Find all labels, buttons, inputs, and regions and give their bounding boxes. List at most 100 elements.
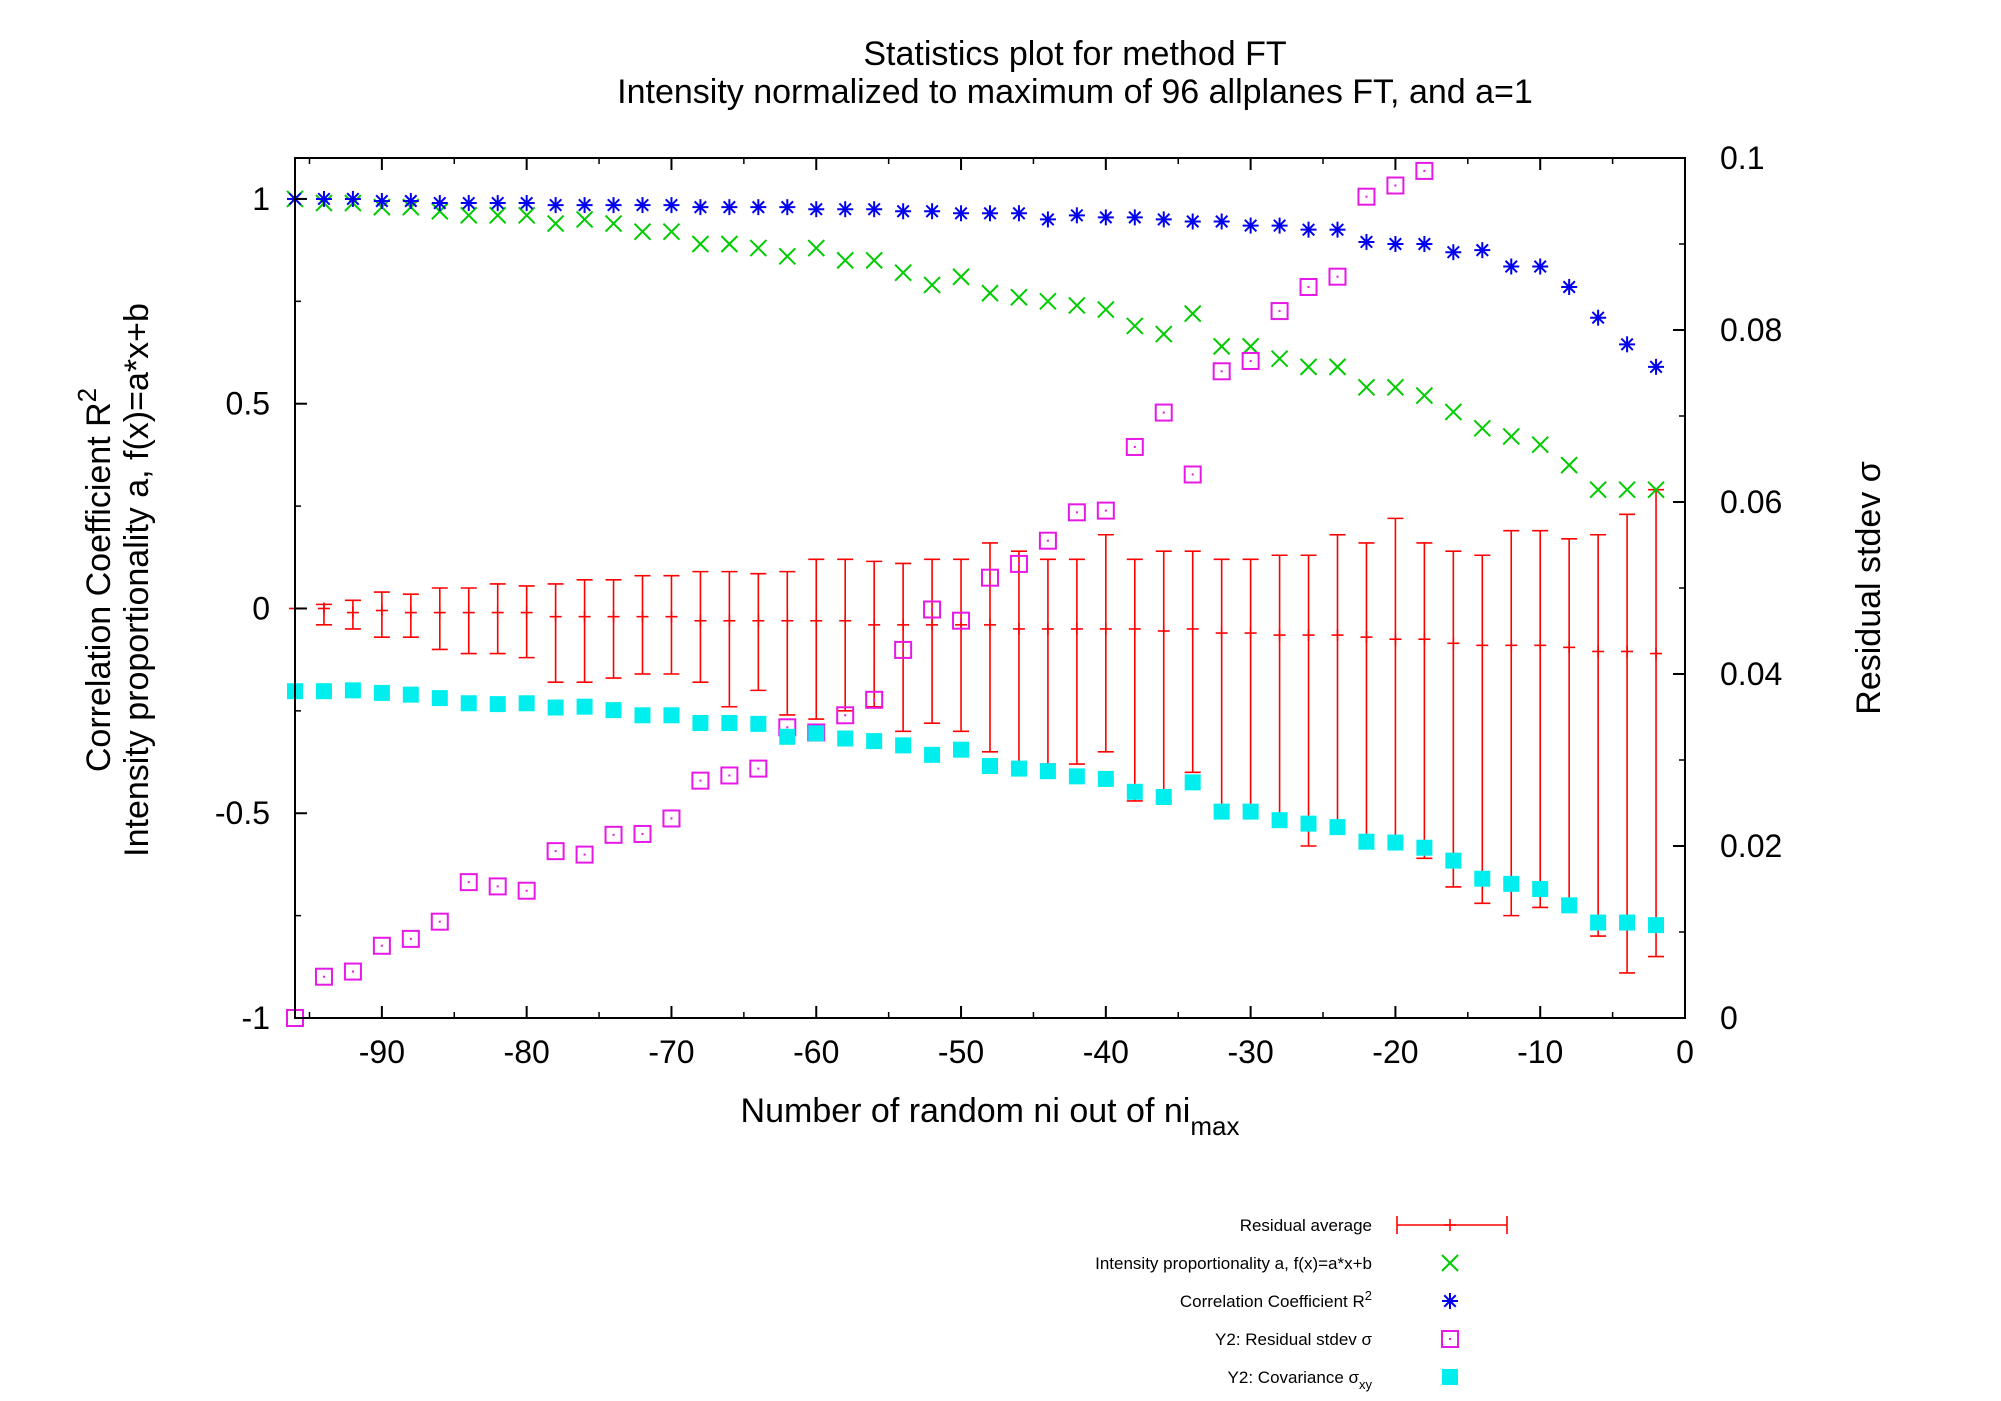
y-axis-label-line1-superscript: 2 [72, 388, 102, 402]
residual-average-point [346, 606, 359, 619]
covariance-point [924, 746, 941, 763]
correlation-coefficient-point [663, 197, 680, 214]
residual-stdev-point [1328, 267, 1347, 286]
intensity-proportionality-point [691, 235, 710, 253]
residual-average-errorbar [1503, 529, 1520, 917]
correlation-coefficient-point [373, 193, 390, 209]
residual-stdev-point [865, 690, 884, 709]
residual-average-point [1650, 647, 1663, 660]
residual-stdev-point [1125, 437, 1144, 456]
residual-average-errorbar [344, 599, 361, 630]
correlation-coefficient-point [1648, 358, 1665, 375]
covariance-point [866, 733, 883, 750]
residual-stdev-point [923, 600, 942, 619]
correlation-coefficient-point [1184, 213, 1201, 230]
covariance-point [315, 683, 332, 700]
x-tick-label: -30 [1228, 1034, 1274, 1070]
covariance-point [1619, 914, 1636, 931]
intensity-proportionality-point [1415, 386, 1434, 405]
intensity-proportionality-point [1068, 296, 1086, 315]
residual-average-errorbar [779, 570, 796, 716]
residual-average-point [839, 614, 852, 627]
residual-stdev-point [1038, 531, 1057, 550]
intensity-proportionality-point [1039, 292, 1057, 311]
residual-average-point [810, 614, 823, 627]
correlation-coefficient-point [1619, 336, 1636, 353]
covariance-point [1416, 839, 1433, 856]
correlation-coefficient-point [344, 190, 361, 207]
covariance-point [402, 686, 419, 703]
residual-average-errorbar [1648, 488, 1665, 958]
x-tick-label: -60 [793, 1034, 839, 1070]
residual-average-point [1302, 629, 1315, 642]
covariance-point [1590, 914, 1607, 931]
residual-average-point [549, 610, 562, 623]
y-tick-label: -0.5 [215, 795, 270, 831]
x-tick-label: -70 [648, 1034, 694, 1070]
residual-average-errorbar [1300, 554, 1317, 847]
residual-average-point [1360, 631, 1373, 644]
residual-average-errorbar [1590, 533, 1607, 937]
y-tick-label: -1 [242, 1000, 270, 1036]
residual-stdev-point [1415, 161, 1434, 180]
covariance-point [1474, 870, 1491, 887]
intensity-proportionality-point [517, 206, 536, 225]
covariance-point [953, 741, 970, 758]
residual-average-point [1505, 639, 1518, 652]
residual-stdev-point [575, 845, 594, 864]
residual-stdev-point [430, 912, 449, 931]
intensity-proportionality-point [807, 239, 825, 257]
intensity-proportionality-point [894, 263, 912, 282]
intensity-proportionality-point [1328, 358, 1347, 376]
residual-stdev-point [343, 962, 362, 981]
residual-average-point [1447, 637, 1460, 650]
intensity-proportionality-point [1299, 358, 1318, 376]
y2-axis-label: Residual stdev σ [1850, 461, 1888, 714]
residual-stdev-point [459, 873, 478, 892]
correlation-coefficient-point [1213, 213, 1230, 230]
covariance-point [895, 737, 912, 754]
residual-average-point [926, 618, 939, 631]
residual-average-point [984, 618, 996, 631]
intensity-proportionality-point [546, 214, 565, 233]
intensity-proportionality-point [1357, 378, 1376, 397]
residual-average-errorbar [1474, 554, 1491, 905]
residual-stdev-point [1357, 187, 1376, 206]
intensity-proportionality-point [1444, 403, 1463, 421]
residual-average-errorbar [982, 542, 998, 753]
covariance-point [605, 702, 622, 719]
correlation-coefficient-point [576, 197, 593, 214]
residual-average-errorbar [460, 587, 477, 655]
intensity-proportionality-point [1647, 481, 1665, 499]
correlation-coefficient-point [837, 201, 854, 218]
residual-stdev-point [546, 842, 565, 861]
correlation-coefficient-point [692, 199, 709, 216]
residual-average-point [1331, 629, 1344, 642]
legend-label: Y2: Covariance σxy [1228, 1368, 1373, 1392]
covariance-point [1068, 768, 1085, 785]
correlation-coefficient-point [1474, 242, 1491, 259]
y2-tick-label: 0 [1720, 1000, 1738, 1036]
intensity-proportionality-point [1560, 456, 1578, 474]
residual-average-errorbar [1213, 558, 1230, 806]
residual-average-point [1418, 633, 1431, 646]
residual-average-point [1273, 629, 1286, 642]
legend-marker [1442, 1369, 1458, 1385]
residual-average-errorbar [489, 583, 506, 655]
residual-average-errorbar [663, 574, 680, 675]
covariance-point [808, 725, 825, 742]
residual-average-point [1389, 633, 1402, 646]
correlation-coefficient-point [1126, 209, 1143, 226]
correlation-coefficient-point [1590, 309, 1607, 326]
intensity-proportionality-point [575, 210, 594, 229]
intensity-proportionality-point [489, 206, 507, 225]
x-axis-label-main: Number of random ni out of ni [741, 1092, 1191, 1130]
residual-average-errorbar [576, 579, 593, 683]
residual-stdev-point [401, 929, 420, 948]
residual-stdev-point [662, 809, 681, 828]
residual-average-errorbar [692, 570, 709, 683]
x-tick-label: -80 [504, 1034, 550, 1070]
legend-marker [1396, 1216, 1508, 1234]
intensity-proportionality-point [865, 251, 883, 270]
